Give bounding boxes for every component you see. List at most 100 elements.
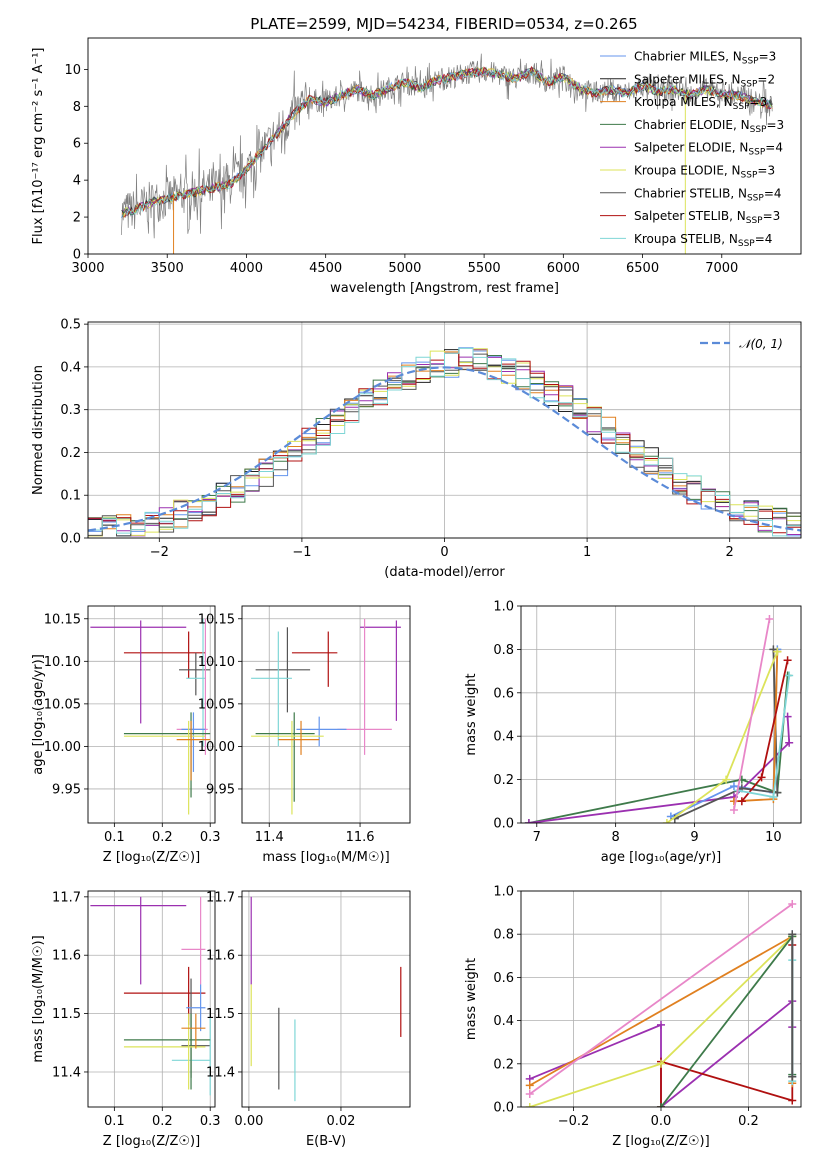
data-point-1 — [90, 620, 187, 724]
weight-marker — [783, 712, 792, 721]
age-mass-plot-area — [251, 618, 401, 815]
weight-marker — [722, 775, 731, 784]
residuals-panel: −2 −1 0 1 2 0.0 0.1 0.2 0.3 0.4 0.5 (data-model)/er… — [31, 318, 802, 580]
x-tick-label: 4500 — [309, 261, 342, 276]
legend-entry: Salpeter STELIB, NSSP=3 — [634, 209, 780, 226]
weight-marker — [525, 1103, 534, 1107]
data-point-4 — [181, 896, 206, 985]
y-tick-label: 11.4 — [206, 1065, 235, 1080]
legend-entry: Chabrier STELIB, NSSP=4 — [634, 186, 782, 203]
legend-entry: 𝒩(0, 1) — [739, 337, 783, 351]
x-tick-label: 0.2 — [738, 1114, 759, 1129]
weight-marker — [757, 773, 766, 782]
mass-Z-frame — [87, 890, 216, 1108]
x-tick-label: 6000 — [547, 261, 580, 276]
x-axis-label: Z [log₁₀(Z/Z☉)] — [103, 850, 200, 865]
age-mass-frame — [241, 605, 411, 824]
legend-text: =4 — [765, 141, 783, 155]
x-tick-label: 3000 — [71, 261, 104, 276]
y-tick-label: 11.6 — [52, 949, 81, 964]
y-tick-label: 0.6 — [493, 686, 514, 701]
y-tick-label: 0 — [73, 248, 81, 263]
x-tick-label: 11.6 — [346, 830, 375, 845]
weight-marker — [788, 1096, 797, 1105]
legend-text: Chabrier MILES, N — [634, 50, 742, 64]
legend-subscript: SSP — [750, 125, 767, 135]
data-point-1 — [90, 896, 187, 985]
weight-marker — [525, 1090, 534, 1099]
mass-ebv-panel: 0.00 0.02 11.4 11.5 11.6 11.7 E(B-V) — [206, 890, 411, 1149]
legend-entry: Chabrier MILES, NSSP=3 — [634, 50, 776, 67]
y-axis-label: mass weight — [464, 958, 479, 1040]
x-axis-label: Z [log₁₀(Z/Z☉)] — [103, 1134, 200, 1149]
x-tick-label: 3500 — [151, 261, 184, 276]
legend-entry: Chabrier ELODIE, NSSP=3 — [634, 118, 784, 135]
spectrum-plot-area — [120, 53, 773, 254]
legend-subscript: SSP — [747, 193, 764, 203]
y-tick-label: 0.8 — [493, 643, 514, 658]
x-axis-label: (data-model)/error — [384, 565, 505, 580]
legend-text: =4 — [755, 232, 773, 246]
y-tick-label: 10.00 — [44, 740, 81, 755]
y-tick-label: 0.2 — [493, 773, 514, 788]
y-tick-label: 2 — [73, 211, 81, 226]
y-tick-label: 11.5 — [206, 1007, 235, 1022]
legend-text: Kroupa STELIB, N — [634, 232, 738, 246]
y-tick-label: 11.7 — [206, 890, 235, 905]
weight-marker — [765, 615, 774, 624]
normal-reference-curve — [88, 366, 801, 532]
y-tick-label: 11.6 — [206, 949, 235, 964]
spectrum-panel: 3000 3500 4000 4500 5000 5500 6000 6500 7000 0 2 4 6… — [31, 37, 802, 296]
residuals-frame — [87, 321, 802, 539]
data-point-1 — [360, 620, 401, 721]
data-point-5 — [181, 712, 206, 772]
x-tick-label: 11.4 — [255, 830, 284, 845]
age-Z-frame — [87, 605, 216, 824]
weight-marker — [788, 930, 797, 939]
age-Z-plot-area — [90, 618, 211, 815]
x-tick-label: 0.2 — [152, 1114, 173, 1129]
model-line-8 — [124, 68, 772, 216]
y-tick-label: 9.95 — [52, 782, 81, 797]
x-tick-label: −0.2 — [558, 1114, 590, 1129]
weight-marker — [788, 1072, 797, 1081]
legend-subscript: SSP — [741, 79, 758, 89]
legend-entry: Salpeter MILES, NSSP=2 — [634, 72, 775, 89]
data-point-3 — [186, 618, 206, 747]
weight-age-plot-area — [524, 615, 794, 823]
weight-Z-frame — [520, 890, 802, 1108]
weight-Z-panel: −0.2 0.0 0.2 0.0 0.2 0.4 0.6 0.8 1.0 Z [log₁₀(Z/Z… — [464, 885, 802, 1149]
x-tick-label: 5000 — [388, 261, 421, 276]
spectrum-frame — [87, 37, 802, 255]
y-tick-label: 4 — [73, 174, 81, 189]
y-tick-label: 0.6 — [493, 971, 514, 986]
legend-subscript: SSP — [746, 216, 763, 226]
x-tick-label: 4000 — [230, 261, 263, 276]
legend-text: Chabrier STELIB, N — [634, 186, 747, 200]
weight-marker — [788, 899, 797, 908]
data-point-0 — [123, 966, 206, 1026]
y-axis-label: Normed distribution — [31, 365, 46, 495]
y-tick-label: 9.95 — [206, 782, 235, 797]
x-axis-label: wavelength [Angstrom, rest frame] — [330, 281, 559, 296]
weight-Z-plot-area — [525, 899, 797, 1107]
y-tick-label: 10.15 — [44, 612, 81, 627]
y-tick-label: 0.1 — [60, 489, 81, 504]
legend-text: Salpeter ELODIE, N — [634, 141, 748, 155]
age-mass-panel: 11.4 11.6 9.95 10.00 10.05 10.10 10.15 mass [lo… — [198, 605, 411, 865]
data-point-8 — [278, 720, 320, 755]
data-point-7 — [123, 720, 206, 815]
data-point-8 — [176, 720, 211, 781]
x-tick-label: 8 — [612, 830, 620, 845]
weight-marker — [524, 819, 533, 823]
legend-subscript: SSP — [741, 171, 758, 181]
weight-marker — [729, 797, 738, 806]
legend-entry: Kroupa STELIB, NSSP=4 — [634, 232, 772, 249]
y-tick-label: 10.05 — [44, 697, 81, 712]
data-point-7 — [251, 720, 324, 815]
residuals-plot-area — [88, 347, 801, 538]
y-tick-label: 0.4 — [493, 1014, 514, 1029]
legend-subscript: SSP — [733, 102, 750, 112]
x-axis-label: mass [log₁₀(M/M☉)] — [262, 850, 389, 865]
